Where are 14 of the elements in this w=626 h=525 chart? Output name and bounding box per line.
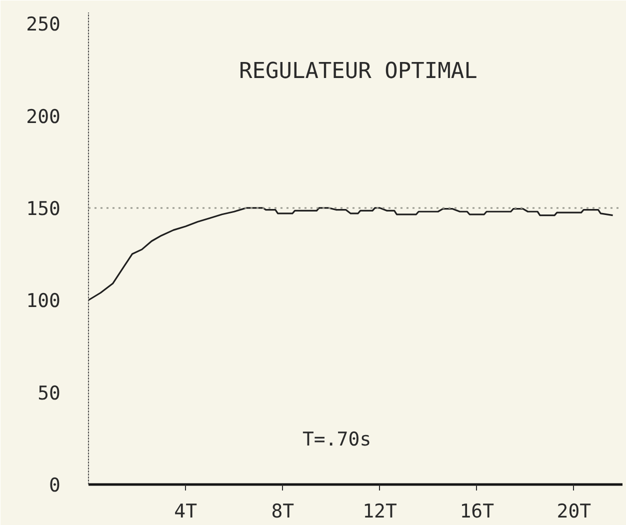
- annotation: T=.70s: [302, 428, 372, 451]
- x-tick-label: 8T: [271, 500, 294, 522]
- y-tick-label: 200: [26, 106, 61, 128]
- y-tick-label: 0: [49, 474, 61, 496]
- line-series: [88, 207, 614, 301]
- x-tick-label: 20T: [556, 500, 592, 522]
- y-tick-label: 100: [26, 290, 61, 312]
- text: REGULATEUR OPTIMAL: [238, 59, 478, 84]
- x-tick-label: 12T: [362, 500, 397, 522]
- x-tick-label: 16T: [460, 500, 494, 522]
- y-tick-label: 50: [38, 382, 61, 404]
- y-tick-label: 150: [26, 198, 61, 220]
- x-tick-label: 4T: [174, 500, 198, 522]
- y-tick-label: 250: [26, 14, 61, 36]
